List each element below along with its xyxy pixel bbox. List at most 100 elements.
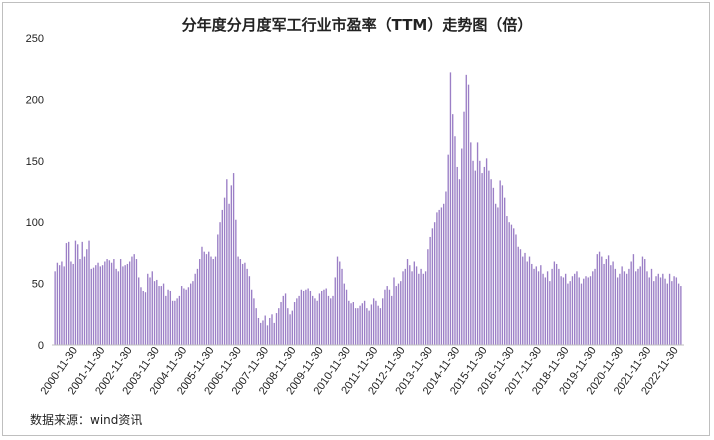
bar: [526, 261, 528, 345]
bar: [476, 142, 479, 345]
bar: [576, 271, 578, 345]
bar: [454, 136, 456, 345]
bar: [194, 273, 196, 345]
bar: [461, 148, 463, 345]
bar: [625, 273, 628, 345]
bar: [384, 289, 386, 345]
bar: [246, 268, 248, 345]
bar: [628, 268, 630, 345]
bar: [341, 268, 343, 345]
bar: [440, 207, 443, 345]
bar: [443, 203, 445, 345]
bar: [79, 259, 81, 345]
bar: [327, 295, 330, 345]
bar: [330, 298, 332, 345]
bar: [289, 314, 291, 345]
bar: [58, 265, 61, 345]
bar: [284, 293, 287, 345]
bar: [603, 263, 605, 345]
bar: [655, 276, 657, 345]
bar: [382, 298, 384, 345]
bar: [221, 209, 223, 345]
bar: [607, 255, 610, 345]
bar: [264, 315, 266, 345]
bar: [675, 277, 678, 345]
bar: [113, 259, 115, 345]
bar: [589, 276, 592, 345]
bar: [262, 320, 264, 345]
bar: [372, 298, 375, 345]
bar: [291, 310, 294, 345]
bar: [171, 300, 174, 345]
bar: [592, 271, 594, 345]
bar: [535, 266, 537, 345]
bar: [492, 187, 495, 345]
bar: [223, 197, 226, 345]
bar: [131, 256, 133, 345]
bar: [83, 256, 86, 345]
bar: [293, 302, 296, 345]
bar: [379, 308, 382, 345]
bar: [648, 277, 650, 345]
bar: [368, 310, 370, 345]
bar: [664, 278, 666, 345]
bar: [677, 283, 680, 345]
bar: [637, 268, 639, 345]
bar: [244, 262, 246, 345]
bar: [296, 298, 298, 345]
bar: [302, 290, 305, 345]
bar: [334, 277, 336, 345]
bar: [587, 277, 589, 345]
bar: [452, 114, 454, 345]
bar: [375, 300, 377, 345]
bar: [513, 228, 515, 345]
bar: [345, 289, 348, 345]
bar: [311, 295, 314, 345]
bar: [630, 261, 632, 345]
bar: [400, 281, 402, 345]
bar: [282, 295, 284, 345]
bar: [551, 268, 553, 345]
bar: [583, 278, 585, 345]
bar: [110, 262, 113, 345]
bar: [605, 259, 608, 345]
bar: [409, 265, 411, 345]
bar: [162, 283, 165, 345]
bar: [106, 259, 108, 345]
bar: [668, 273, 671, 345]
bar: [562, 277, 565, 345]
bar: [406, 259, 409, 345]
bar: [72, 263, 74, 345]
bar: [623, 271, 626, 345]
bar: [481, 173, 483, 345]
bar: [370, 304, 373, 345]
bar: [659, 277, 662, 345]
bar: [494, 203, 497, 345]
bar: [318, 293, 321, 345]
bar: [176, 298, 178, 345]
bar: [418, 273, 420, 345]
bar: [519, 249, 522, 345]
bar: [196, 268, 199, 345]
bar: [546, 271, 549, 345]
bar: [621, 266, 623, 345]
bar: [86, 249, 88, 345]
bar: [90, 268, 92, 345]
bar: [653, 281, 655, 345]
bar: [214, 256, 217, 345]
bar: [508, 222, 510, 345]
bar: [359, 305, 361, 345]
bar: [239, 259, 242, 345]
bar: [99, 266, 101, 345]
bar: [309, 290, 312, 345]
bar: [273, 322, 275, 345]
bar: [61, 261, 63, 345]
bar: [201, 246, 203, 345]
bar: [199, 259, 201, 345]
bar: [321, 290, 323, 345]
bar: [499, 180, 501, 345]
bar: [544, 277, 547, 345]
bar: [140, 287, 142, 345]
bar: [192, 281, 194, 345]
y-tick-label: 0: [38, 340, 44, 352]
